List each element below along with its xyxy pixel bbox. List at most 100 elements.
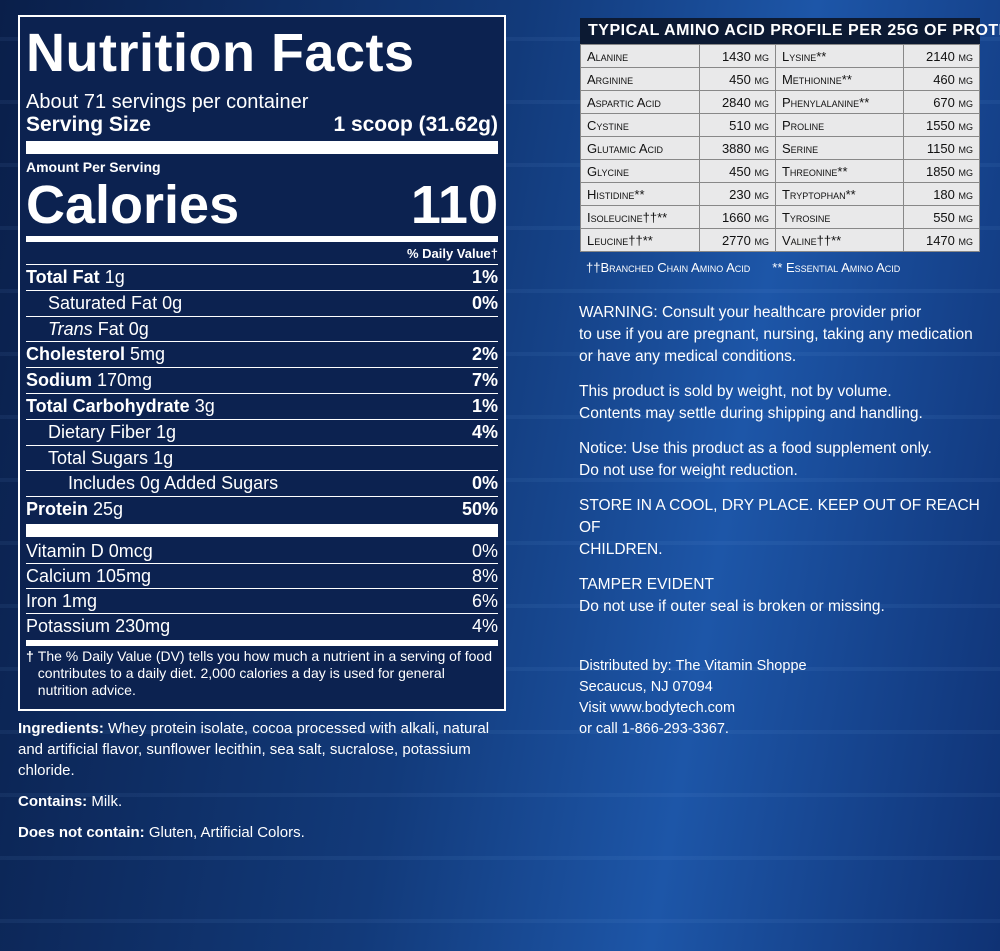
daily-value: 8% [471, 565, 498, 586]
ingredients-text: Whey protein isolate, cocoa processed wi… [18, 720, 490, 779]
nutrient-name: Cholesterol [26, 344, 126, 365]
nutrient-name: Saturated Fat [48, 292, 158, 313]
amount-per-serving: Amount Per Serving [26, 159, 161, 175]
distributor: Distributed by: The Vitamin Shoppe Secauc… [579, 656, 807, 740]
vitamin-label: Iron 1mg [26, 589, 97, 613]
amount: 170mg [97, 370, 153, 391]
contains-text: Milk. [91, 793, 123, 810]
amount: 0mcg [108, 540, 153, 561]
not-contain-text: Gluten, Artificial Colors. [148, 824, 305, 841]
notice: WARNING: Consult your healthcare provide… [579, 302, 989, 368]
amount: 3g [194, 395, 215, 416]
amino-amount: 1660 mg [698, 205, 776, 229]
daily-value: 2% [471, 344, 498, 365]
contains-label: Contains: [18, 793, 88, 810]
amino-name: Isoleucine††** [580, 205, 700, 229]
vitamin-label: Vitamin D 0mcg [26, 539, 153, 563]
amino-title: Typical Amino Acid Profile per 25g of Pr… [580, 18, 1000, 44]
vitamin-label: Potassium 230mg [26, 614, 170, 638]
notice-line: TAMPER EVIDENT [579, 576, 714, 593]
title: Nutrition Facts [26, 23, 415, 83]
legend-item: ††Branched Chain Amino Acid [586, 260, 751, 275]
amount: 1mg [62, 590, 98, 611]
divider [26, 141, 498, 154]
amino-name: Glycine [580, 159, 700, 183]
distributor-line: Secaucus, NJ 07094 [579, 679, 713, 695]
amino-name: Methionine** [774, 67, 904, 91]
amino-amount: 1550 mg [902, 113, 981, 137]
nutrient-name: Protein [26, 499, 89, 520]
nutrient-row: Sodium 170mg 7% [26, 367, 498, 393]
notice-line: CHILDREN. [579, 541, 663, 558]
serving-size-label: Serving Size [26, 113, 151, 136]
daily-value: 6% [471, 590, 498, 611]
daily-value: 4% [471, 421, 498, 442]
amino-row: Isoleucine††** 1660 mg Tyrosine 550 mg [580, 205, 981, 229]
amino-name: Phenylalanine** [774, 90, 904, 114]
amino-name: Aspartic Acid [580, 90, 700, 114]
divider [26, 639, 498, 646]
serving-size: Serving Size 1 scoop (31.62g) [26, 113, 498, 137]
calories: Calories 110 [26, 176, 498, 234]
notice-line: WARNING: Consult your healthcare provide… [579, 304, 922, 321]
daily-value: 1% [471, 395, 498, 416]
amino-amount: 230 mg [698, 182, 776, 206]
calories-label: Calories [26, 175, 240, 235]
footnote-mark: † [26, 647, 34, 664]
amino-row: Alanine 1430 mg Lysine** 2140 mg [580, 44, 981, 68]
daily-value: 0% [471, 540, 498, 561]
amino-amount: 450 mg [698, 67, 776, 91]
vitamin-name: Calcium [26, 565, 92, 586]
notice-line: Notice: Use this product as a food suppl… [579, 440, 932, 457]
amino-name: Leucine††** [580, 228, 700, 252]
amino-amount: 670 mg [902, 90, 981, 114]
vitamin-row: Iron 1mg 6% [26, 587, 498, 613]
nutrient-row: Saturated Fat 0g 0% [26, 289, 498, 316]
nutrient-row: Includes 0g Added Sugars 0% [26, 470, 498, 496]
amino-amount: 1850 mg [902, 159, 981, 183]
amount: 0g [162, 292, 183, 313]
notice: This product is sold by weight, not by v… [579, 381, 989, 425]
daily-value: 4% [471, 615, 498, 636]
nutrient-rows: Total Fat 1g 1% Saturated Fat 0g 0% Trans … [26, 265, 498, 522]
notice-line: or have any medical conditions. [579, 348, 797, 365]
amino-row: Aspartic Acid 2840 mg Phenylalanine** 670 m… [580, 90, 981, 114]
daily-value: 1% [471, 267, 498, 287]
vitamin-row: Vitamin D 0mcg 0% [26, 539, 498, 563]
amount: 105mg [96, 565, 152, 586]
amount: 1g [104, 267, 125, 287]
amino-name: Arginine [580, 67, 700, 91]
footnote-text: The % Daily Value (DV) tells you how muc… [37, 647, 492, 698]
nutrient-name: Total Fat [26, 267, 100, 287]
notice: STORE IN A COOL, DRY PLACE. KEEP OUT OF … [579, 495, 989, 561]
amino-row: Cystine 510 mg Proline 1550 mg [580, 113, 981, 137]
daily-value-header: % Daily Value† [26, 244, 498, 265]
servings: About 71 servings per container [26, 91, 309, 113]
amino-amount: 180 mg [902, 182, 981, 206]
nutrition-facts-panel: Nutrition Facts About 71 servings per co… [18, 15, 506, 711]
nutrient-name: Total Sugars [48, 447, 149, 468]
amino-name: Valine††** [774, 228, 904, 252]
amino-row: Arginine 450 mg Methionine** 460 mg [580, 67, 981, 91]
notice-line: Contents may settle during shipping and … [579, 405, 923, 422]
amino-name: Histidine** [580, 182, 700, 206]
distributor-line: Visit www.bodytech.com [579, 700, 736, 716]
nutrient-name: Total Carbohydrate [26, 395, 190, 416]
divider [26, 523, 498, 537]
amino-name: Proline [774, 113, 904, 137]
distributor-line: or call 1-866-293-3367. [579, 721, 729, 737]
nutrient-name: Sodium [26, 370, 92, 391]
amino-name: Threonine** [774, 159, 904, 183]
amount: 1g [156, 421, 177, 442]
distributor-line: Distributed by: The Vitamin Shoppe [579, 658, 807, 674]
daily-value: 50% [461, 499, 498, 520]
nutrient-name: Fat [97, 318, 124, 339]
notices: WARNING: Consult your healthcare provide… [579, 302, 989, 631]
amount: 230mg [115, 615, 171, 636]
amino-amount: 450 mg [698, 159, 776, 183]
notice: TAMPER EVIDENT Do not use if outer seal i… [579, 574, 989, 618]
vitamin-name: Potassium [26, 615, 111, 636]
daily-value: 7% [471, 370, 498, 391]
amino-name: Glutamic Acid [580, 136, 700, 160]
